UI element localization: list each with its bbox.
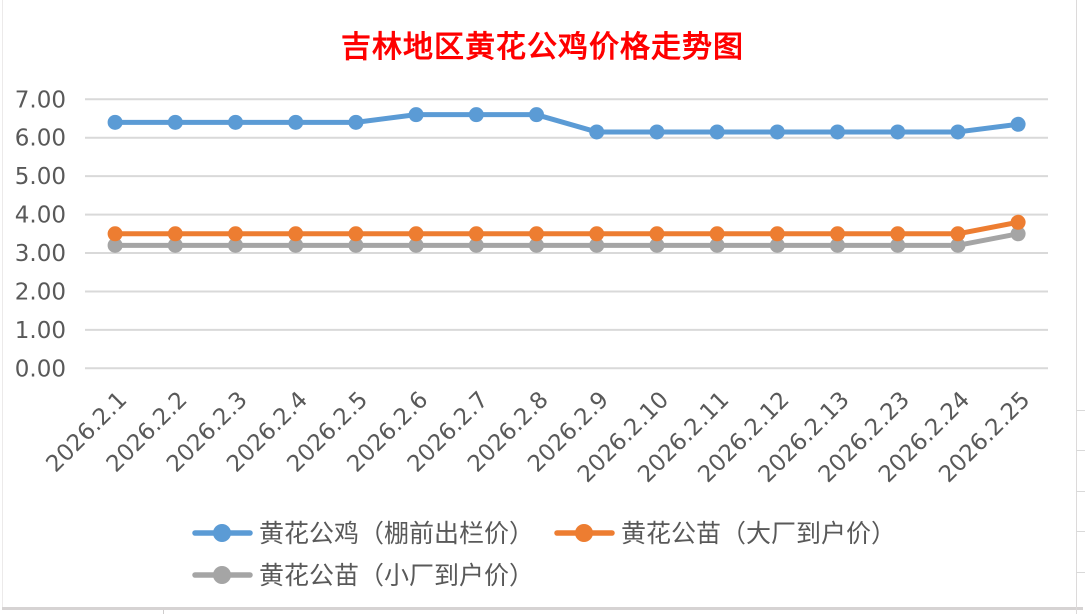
data-point-marker [649, 124, 665, 140]
series-0 [107, 107, 1026, 140]
y-axis-tick-label: 0.00 [15, 356, 66, 382]
data-point-marker [107, 237, 123, 253]
legend-item: 黄花公苗（大厂到户价） [554, 519, 896, 548]
data-point-marker [769, 226, 785, 242]
legend-dot-marker-icon [213, 566, 231, 584]
y-axis-tick-label: 7.00 [15, 87, 66, 113]
legend-label: 黄花公鸡（棚前出栏价） [259, 519, 534, 548]
y-axis-tick-label: 6.00 [15, 126, 66, 152]
series-line [112, 231, 1021, 248]
data-point-marker [1010, 214, 1026, 230]
legend-dot-marker-icon [213, 524, 231, 542]
data-point-marker [167, 237, 183, 253]
data-point-marker [950, 124, 966, 140]
data-point-marker [589, 226, 605, 242]
y-axis-tick-label: 5.00 [15, 164, 66, 190]
gridlines [85, 98, 1048, 370]
series-2 [107, 226, 1026, 253]
data-point-marker [529, 107, 544, 123]
data-point-marker [769, 124, 785, 140]
data-point-marker [649, 237, 665, 253]
data-point-marker [529, 237, 544, 253]
data-point-marker [890, 237, 906, 253]
series-line [112, 219, 1021, 237]
legend-item: 黄花公鸡（棚前出栏价） [192, 519, 534, 548]
data-point-marker [468, 226, 484, 242]
data-point-marker [228, 114, 243, 130]
y-axis-tick-label: 1.00 [15, 318, 66, 344]
data-point-marker [408, 107, 424, 123]
data-point-marker [649, 226, 665, 242]
data-point-marker [1010, 116, 1026, 132]
legend-label: 黄花公苗（小厂到户价） [259, 561, 534, 590]
data-point-marker [288, 237, 304, 253]
data-point-marker [830, 226, 845, 242]
data-point-marker [408, 237, 424, 253]
y-axis-tick-label: 2.00 [15, 279, 66, 305]
data-point-marker [288, 226, 304, 242]
data-point-marker [348, 226, 364, 242]
legend: 黄花公鸡（棚前出栏价） 黄花公苗（大厂到户价） 黄花公苗（小厂到户价） [192, 519, 896, 590]
data-point-marker [167, 114, 183, 130]
data-point-marker [830, 237, 845, 253]
data-point-marker [709, 226, 725, 242]
data-point-marker [107, 114, 123, 130]
data-point-marker [950, 226, 966, 242]
data-point-marker [348, 114, 364, 130]
data-point-marker [228, 237, 243, 253]
data-point-marker [589, 237, 605, 253]
series-1 [107, 214, 1026, 242]
data-point-marker [830, 124, 845, 140]
data-point-marker [890, 124, 906, 140]
data-point-marker [890, 226, 906, 242]
data-point-marker [468, 237, 484, 253]
legend-label: 黄花公苗（大厂到户价） [621, 519, 896, 548]
chart-title: 吉林地区黄花公鸡价格走势图 [341, 30, 744, 65]
data-point-marker [288, 114, 304, 130]
x-axis: 2026.2.12026.2.22026.2.32026.2.42026.2.5… [42, 387, 1036, 488]
data-point-marker [1010, 226, 1026, 242]
data-point-marker [107, 226, 123, 242]
data-point-marker [709, 237, 725, 253]
data-point-marker [167, 226, 183, 242]
data-point-marker [408, 226, 424, 242]
data-point-marker [468, 107, 484, 123]
y-axis-tick-label: 3.00 [15, 241, 66, 267]
data-point-marker [769, 237, 785, 253]
data-point-marker [709, 124, 725, 140]
legend-dot-marker-icon [575, 524, 593, 542]
legend-item: 黄花公苗（小厂到户价） [192, 561, 534, 590]
data-point-marker [348, 237, 364, 253]
y-axis: 0.00 1.00 2.00 3.00 4.00 5.00 6.00 7.00 [15, 87, 66, 382]
y-axis-tick-label: 4.00 [15, 203, 66, 229]
data-point-marker [950, 237, 966, 253]
data-point-marker [589, 124, 605, 140]
data-point-marker [228, 226, 243, 242]
series-line [112, 112, 1021, 135]
data-point-marker [529, 226, 544, 242]
